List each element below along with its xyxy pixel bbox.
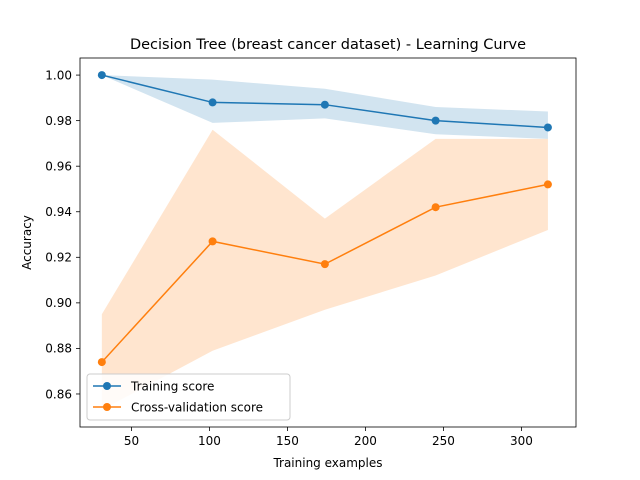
x-tick-label: 200 xyxy=(354,434,377,448)
x-tick-label: 100 xyxy=(198,434,221,448)
y-tick-label: 0.98 xyxy=(45,114,72,128)
training-score-point xyxy=(208,98,217,107)
y-axis-ticks: 0.86 0.88 0.90 0.92 0.94 0.96 0.98 1.00 xyxy=(45,68,80,401)
x-tick-label: 300 xyxy=(510,434,533,448)
y-tick-label: 0.90 xyxy=(45,296,72,310)
y-axis-label: Accuracy xyxy=(20,215,34,270)
legend-label-cross-validation-score: Cross-validation score xyxy=(131,400,263,414)
legend-frame xyxy=(86,373,291,421)
x-axis-ticks: 50 100 150 200 250 300 xyxy=(124,427,533,448)
training-score-point xyxy=(431,116,440,125)
y-tick-label: 0.86 xyxy=(45,387,72,401)
y-tick-label: 0.88 xyxy=(45,342,72,356)
y-tick-label: 0.94 xyxy=(45,205,72,219)
cross-validation-score-point xyxy=(320,260,329,269)
chart-title: Decision Tree (breast cancer dataset) - … xyxy=(130,37,526,53)
training-score-point xyxy=(543,123,552,132)
training-score-point xyxy=(97,71,106,80)
cross-validation-score-point xyxy=(431,203,440,212)
plot-area-frame xyxy=(79,57,577,428)
y-tick-label: 1.00 xyxy=(45,68,72,82)
y-tick-label: 0.92 xyxy=(45,251,72,265)
x-tick-label: 150 xyxy=(276,434,299,448)
cross-validation-score-point xyxy=(543,180,552,189)
cross-validation-score-band xyxy=(101,129,548,410)
x-axis-label: Training examples xyxy=(272,456,382,470)
series-markers xyxy=(97,71,552,367)
cross-validation-score-point xyxy=(97,358,106,367)
legend-marker-training-score xyxy=(103,382,111,390)
cross-validation-score-point xyxy=(208,237,217,246)
y-tick-label: 0.96 xyxy=(45,159,72,173)
legend-label-training-score: Training score xyxy=(130,379,214,393)
x-tick-label: 50 xyxy=(124,434,139,448)
training-score-point xyxy=(320,100,329,109)
legend: Training score Cross-validation score xyxy=(86,373,291,421)
x-tick-label: 250 xyxy=(432,434,455,448)
legend-marker-cross-validation-score xyxy=(103,403,111,411)
